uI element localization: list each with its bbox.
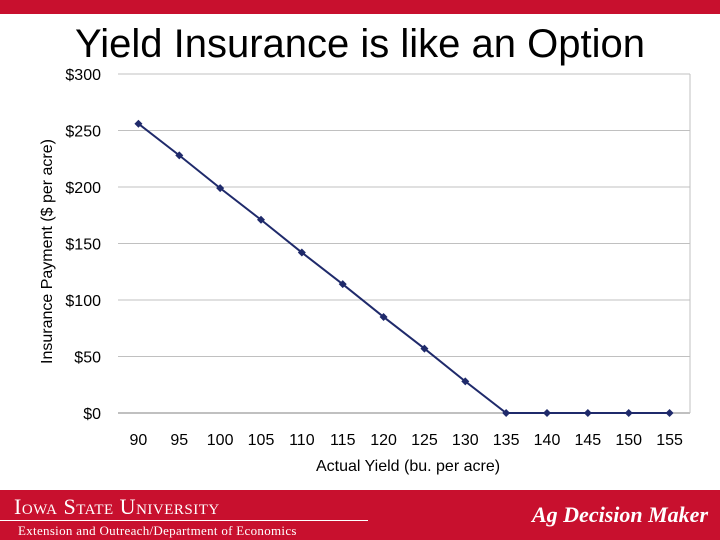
- chart: $0 $50 $100 $150 $200 $250 $300 90 95 100 105 110 11…: [39, 67, 691, 475]
- data-point: [543, 409, 551, 417]
- y-tick-label: $0: [83, 406, 101, 423]
- slide-title: Yield Insurance is like an Option: [75, 22, 645, 66]
- footer-divider: [0, 520, 368, 521]
- x-tick-label: 140: [534, 432, 561, 449]
- x-tick-label: 115: [330, 432, 356, 449]
- y-tick-label: $250: [65, 124, 101, 141]
- y-tick-label: $150: [65, 237, 101, 254]
- x-tick-label: 90: [130, 432, 148, 449]
- x-tick-label: 155: [656, 432, 683, 449]
- series-line: [137, 122, 670, 414]
- x-tick-label: 145: [575, 432, 602, 449]
- data-point: [297, 248, 306, 257]
- y-tick-label: $200: [65, 180, 101, 197]
- top-accent-bar: [0, 0, 720, 14]
- x-tick-label: 130: [452, 432, 479, 449]
- data-point: [665, 409, 674, 417]
- x-tick-label: 105: [248, 432, 275, 449]
- brand-text: Ag Decision Maker: [532, 502, 708, 527]
- data-point: [379, 312, 388, 321]
- x-tick-label: 135: [493, 432, 520, 449]
- data-point: [175, 151, 184, 160]
- y-tick-label: $100: [65, 293, 101, 310]
- department-text: Extension and Outreach/Department of Eco…: [18, 523, 297, 538]
- x-tick-label: 95: [170, 432, 188, 449]
- y-axis-label: Insurance Payment ($ per acre): [39, 139, 56, 364]
- data-point: [583, 409, 592, 417]
- data-point: [420, 344, 429, 353]
- data-point: [216, 184, 225, 193]
- x-tick-label: 150: [615, 432, 642, 449]
- x-tick-label: 125: [411, 432, 438, 449]
- y-tick-label: $50: [74, 350, 101, 367]
- x-tick-label: 120: [370, 432, 397, 449]
- data-point: [257, 215, 265, 224]
- data-point: [134, 119, 143, 128]
- y-tick-label: $300: [65, 67, 101, 84]
- x-axis-label: Actual Yield (bu. per acre): [316, 458, 500, 475]
- data-point: [624, 409, 633, 417]
- footer-bar: Iowa State University Extension and Outr…: [0, 490, 720, 540]
- x-tick-label: 100: [207, 432, 234, 449]
- university-logo: Iowa State University: [14, 494, 220, 519]
- x-tick-label: 110: [289, 432, 315, 449]
- data-point: [502, 409, 511, 417]
- data-point: [338, 280, 347, 289]
- data-point: [461, 377, 470, 386]
